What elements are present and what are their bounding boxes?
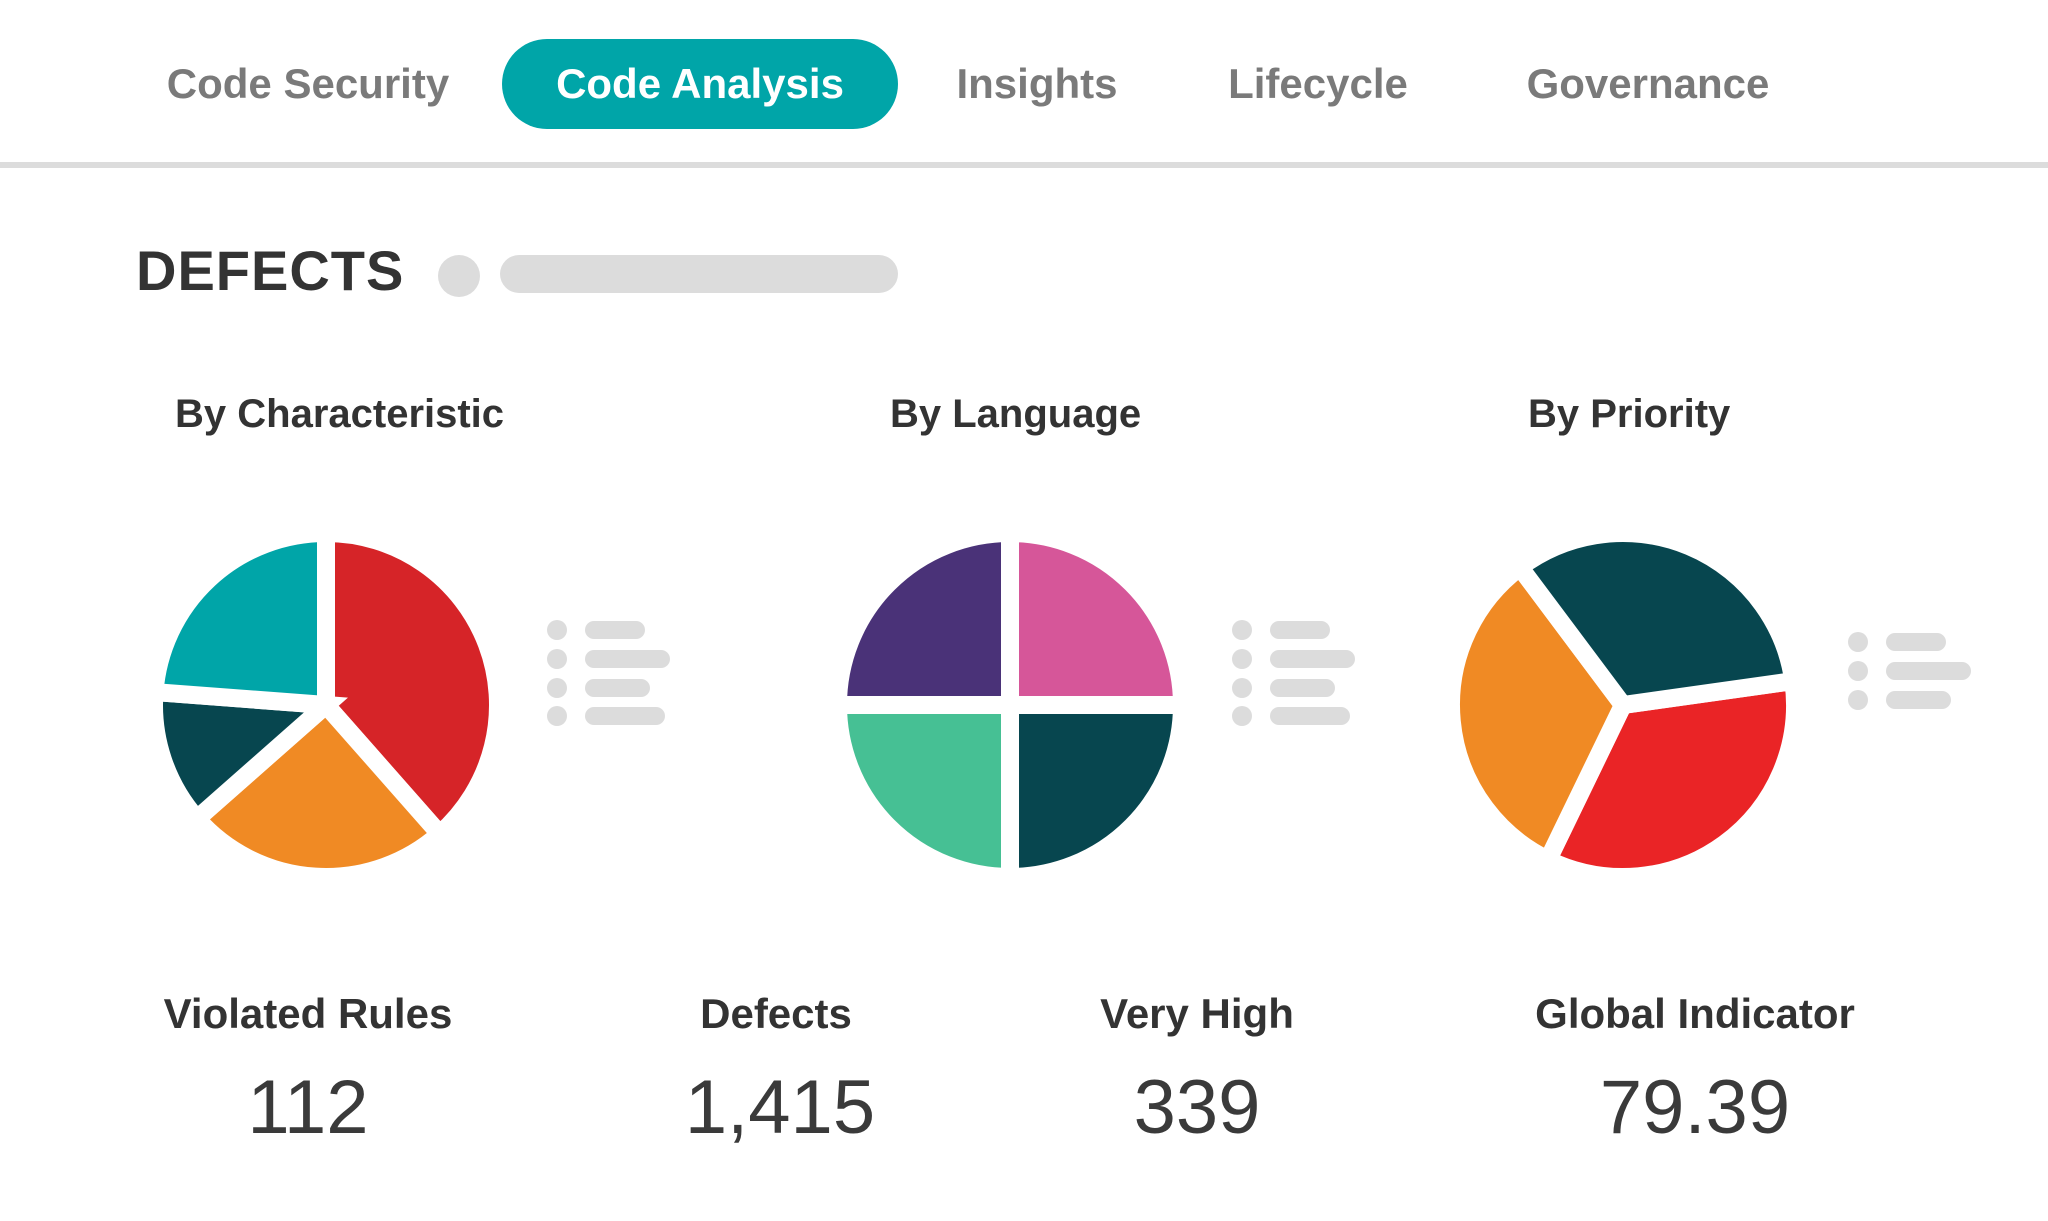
stat-value-violated-rules: 112 — [247, 1065, 369, 1150]
legend-dot — [1848, 632, 1868, 652]
legend-bar — [1886, 691, 1951, 709]
pie-chart-characteristic — [146, 523, 506, 886]
chart-title-priority: By Priority — [1528, 392, 1731, 436]
stat-value-very-high: 339 — [1133, 1065, 1261, 1150]
stat-label-global-indicator: Global Indicator — [1535, 990, 1855, 1037]
pie-chart-priority — [1445, 524, 1804, 886]
tab-governance[interactable]: Governance — [1526, 60, 1770, 107]
legend-bar — [585, 650, 670, 668]
pie-slice — [1507, 524, 1804, 715]
pie-slice — [1001, 696, 1190, 887]
legend-dot — [547, 620, 567, 640]
legend-dot — [1232, 649, 1252, 669]
legend-bar — [585, 679, 650, 697]
tab-insights[interactable]: Insights — [956, 60, 1118, 107]
tab-lifecycle[interactable]: Lifecycle — [1228, 60, 1408, 107]
legend-bar — [1270, 650, 1355, 668]
legend-dot — [547, 678, 567, 698]
legend-bar — [1270, 707, 1350, 725]
stat-label-defects: Defects — [700, 990, 852, 1037]
legend-bar — [585, 707, 665, 725]
legend-bar — [585, 621, 645, 639]
legend-dot — [1848, 690, 1868, 710]
pie-slice — [146, 523, 335, 715]
legend-dot — [1232, 678, 1252, 698]
pie-slice — [830, 523, 1019, 714]
pie-slice — [317, 523, 506, 847]
legend-bar — [1270, 679, 1335, 697]
chart-title-characteristic: By Characteristic — [175, 392, 505, 436]
legend-dot — [1232, 620, 1252, 640]
placeholder-bar — [500, 255, 898, 293]
stat-value-defects: 1,415 — [684, 1065, 876, 1150]
stat-label-violated-rules: Violated Rules — [163, 990, 453, 1037]
placeholder-dot — [438, 255, 480, 297]
pie-slice — [184, 692, 453, 886]
tab-bar: Code Security Code Analysis Insights Lif… — [0, 0, 2048, 170]
legend-bar — [1886, 633, 1946, 651]
pie-slice — [1536, 670, 1804, 886]
section-title: DEFECTS — [136, 239, 405, 302]
pie-chart-language — [830, 523, 1190, 887]
legend-bar — [1270, 621, 1330, 639]
legend-dot — [1232, 706, 1252, 726]
legend-dot — [1848, 661, 1868, 681]
stat-value-global-indicator: 79.39 — [1599, 1065, 1791, 1150]
tab-code-security[interactable]: Code Security — [166, 60, 450, 107]
pie-slice — [1001, 523, 1190, 714]
pie-slice — [830, 696, 1019, 887]
pie-slice — [1445, 554, 1634, 872]
tab-code-analysis[interactable]: Code Analysis — [502, 39, 898, 129]
tab-divider — [0, 162, 2048, 168]
legend-bar — [1886, 662, 1971, 680]
stat-label-very-high: Very High — [1100, 990, 1294, 1037]
chart-title-language: By Language — [890, 392, 1142, 436]
legend-dot — [547, 649, 567, 669]
legend-dot — [547, 706, 567, 726]
